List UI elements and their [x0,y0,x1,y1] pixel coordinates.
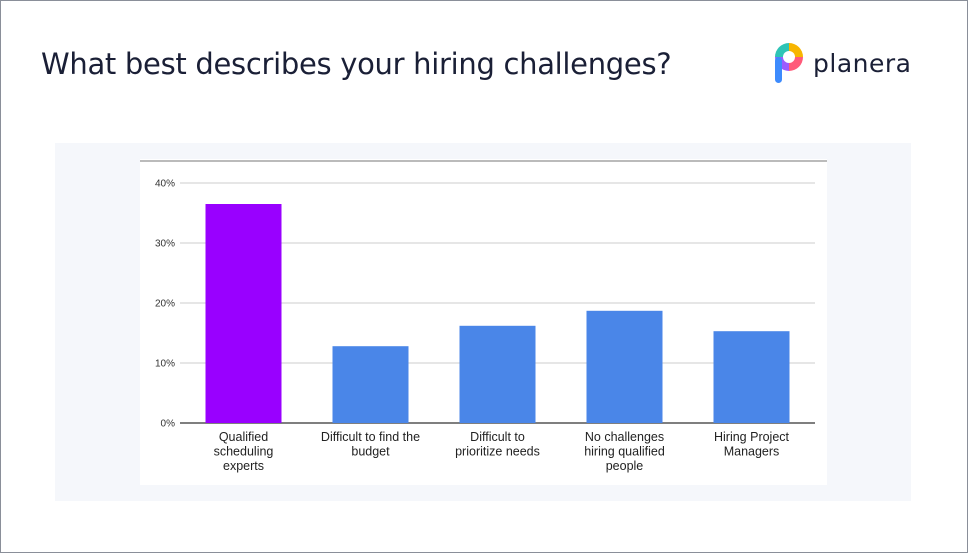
bar [205,204,282,423]
bar [459,325,536,423]
bar-chart: 0% 10% 20% 30% 40% Qualified scheduling expert… [140,160,827,473]
chart-card: 0% 10% 20% 30% 40% Qualified scheduling expert… [140,159,827,485]
y-tick-label: 10% [155,359,175,370]
bar [713,331,790,423]
y-tick-label: 40% [155,179,175,190]
y-tick-label: 0% [161,419,176,430]
logo-text: planera [813,48,912,78]
x-tick-label: Difficult to find the budget [321,430,420,459]
x-tick-label: Qualified scheduling experts [214,430,274,473]
x-tick-label: Hiring Project Managers [714,430,790,459]
page-title: What best describes your hiring challeng… [41,47,672,81]
y-tick-label: 30% [155,239,175,250]
x-tick-label: Difficult to prioritize needs [455,430,540,459]
y-tick-label: 20% [155,299,175,310]
x-tick-label: No challenges hiring qualified people [584,430,665,473]
bar [332,346,409,423]
bar [586,310,663,423]
planera-logo-icon [775,43,803,83]
brand-logo: planera [771,39,911,87]
